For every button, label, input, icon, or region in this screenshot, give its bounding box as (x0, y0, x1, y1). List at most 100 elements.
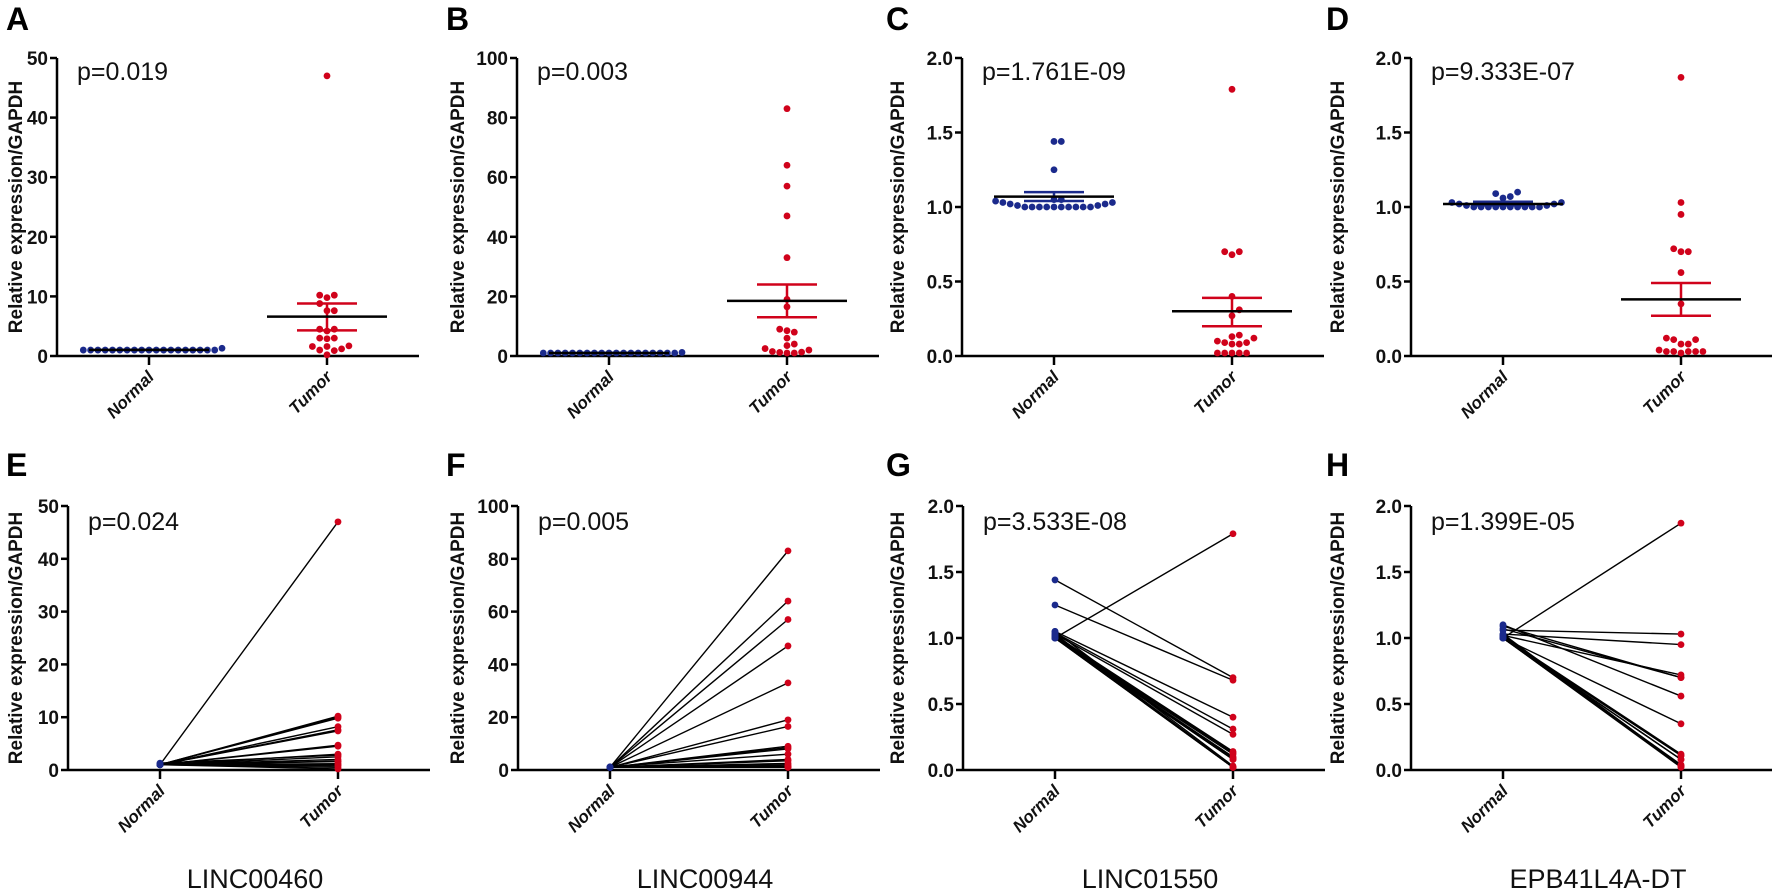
normal-point (1050, 203, 1058, 211)
tumor-point (1677, 199, 1685, 206)
y-tick-label: 1.0 (928, 629, 954, 650)
y-tick-label: 30 (38, 603, 59, 624)
tumor-point (1677, 519, 1685, 527)
panel-c: C 0.0 0.5 1.0 1.5 2.0 Relative expression/GAPD… (886, 1, 1324, 422)
tumor-point (1235, 349, 1243, 357)
y-tick-label: 60 (487, 168, 508, 189)
tumor-point (1229, 762, 1237, 770)
y-tick-label: 30 (27, 168, 48, 189)
tumor-point (805, 346, 813, 354)
tumor-point (784, 547, 792, 555)
tumor-point (1214, 337, 1221, 345)
y-tick-label: 1.5 (927, 124, 954, 145)
tumor-point (776, 349, 784, 356)
tumor-point (323, 351, 331, 359)
tumor-point (1235, 331, 1243, 339)
tumor-point (784, 597, 792, 605)
tumor-point (1250, 334, 1258, 342)
tumor-point (1243, 349, 1250, 357)
normal-point (1506, 193, 1514, 200)
tumor-point (309, 343, 316, 350)
tumor-point (1684, 248, 1692, 256)
normal-point (671, 349, 679, 357)
x-category-label: Tumor (1191, 780, 1243, 832)
panel-f: F 0 20 40 60 80 100 Relative expression/GAPDH No… (446, 447, 880, 894)
tumor-point (784, 616, 792, 623)
tumor-point (1692, 348, 1699, 355)
x-category-label: Tumor (285, 366, 337, 418)
p-value-label: p=9.333E-07 (1431, 58, 1575, 86)
y-tick-label: 1.0 (1376, 629, 1402, 650)
tumor-point (1677, 269, 1685, 276)
pair-line (609, 753, 789, 768)
y-tick-label: 20 (487, 287, 508, 308)
tumor-point (783, 334, 791, 342)
normal-point (1072, 203, 1080, 211)
tumor-point (330, 307, 338, 315)
tumor-point (1228, 349, 1236, 357)
tumor-point (783, 105, 791, 113)
gene-name-label: EPB41L4A-DT (1509, 864, 1686, 894)
p-value-label: p=0.005 (538, 508, 629, 536)
tumor-point (1229, 713, 1237, 721)
tumor-point (783, 349, 791, 357)
y-tick-label: 50 (38, 497, 59, 518)
tumor-point (330, 347, 338, 355)
gene-name-label: LINC01550 (1082, 864, 1219, 894)
pair-line (609, 618, 789, 768)
y-axis-label: Relative expression/GAPDH (448, 512, 469, 764)
tumor-point (1677, 349, 1685, 357)
pair-line (1502, 633, 1682, 646)
panel-d: D 0.0 0.5 1.0 1.5 2.0 Relative expression/GAPD… (1326, 1, 1772, 422)
tumor-point (1692, 336, 1699, 344)
pair-line (159, 730, 339, 766)
x-category-label: Tumor (746, 780, 798, 832)
panel-letter: B (446, 1, 469, 37)
normal-point (1036, 203, 1043, 211)
tumor-point (1677, 73, 1685, 81)
pair-line (159, 717, 339, 766)
panel-letter: G (886, 447, 911, 483)
tumor-point (1677, 674, 1685, 681)
pair-line (609, 764, 789, 769)
pair-line (1054, 533, 1234, 639)
tumor-point (1221, 349, 1229, 357)
x-category-label: Tumor (745, 366, 797, 418)
y-tick-label: 1.0 (1376, 198, 1402, 219)
pair-line (159, 521, 339, 766)
tumor-point (783, 327, 791, 335)
y-tick-label: 0.0 (1376, 761, 1402, 782)
tumor-point (1677, 763, 1685, 771)
normal-point (1028, 203, 1036, 211)
y-tick-label: 1.0 (927, 198, 953, 219)
tumor-point (1684, 348, 1692, 355)
y-tick-label: 40 (38, 550, 59, 571)
y-tick-label: 80 (488, 550, 509, 571)
y-tick-label: 100 (477, 497, 509, 518)
tumor-point (1677, 692, 1685, 700)
tumor-point (1670, 336, 1678, 344)
normal-point (1499, 194, 1507, 202)
tumor-point (1214, 349, 1221, 357)
tumor-point (1677, 641, 1685, 648)
tumor-point (1229, 725, 1237, 733)
tumor-point (334, 714, 342, 722)
tumor-point (784, 750, 792, 758)
pair-line (159, 764, 339, 770)
x-category-label: Normal (564, 780, 620, 836)
normal-point (1109, 199, 1116, 206)
tumor-point (1677, 248, 1685, 256)
tumor-point (334, 742, 342, 750)
panel-e: E 0 10 20 30 40 50 Relative expression/GAPDH Nor… (6, 447, 430, 894)
y-tick-label: 20 (38, 655, 59, 676)
tumor-point (1228, 333, 1236, 341)
tumor-point (1243, 339, 1250, 346)
y-tick-label: 1.5 (1376, 563, 1403, 584)
tumor-point (1235, 248, 1243, 256)
y-tick-label: 10 (38, 708, 59, 729)
y-tick-label: 0 (48, 761, 59, 782)
gene-name-label: LINC00460 (187, 864, 324, 894)
tumor-point (783, 161, 791, 169)
normal-point (1051, 576, 1059, 584)
